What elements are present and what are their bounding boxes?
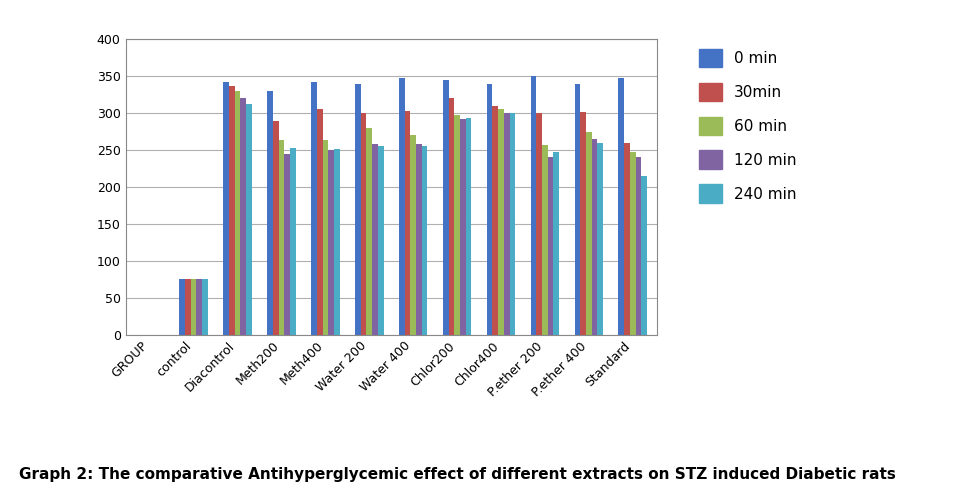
- Bar: [311, 82, 317, 335]
- Bar: [542, 145, 548, 335]
- Bar: [548, 157, 554, 335]
- Bar: [641, 176, 647, 335]
- Bar: [241, 98, 246, 335]
- Bar: [355, 84, 360, 335]
- Bar: [416, 144, 422, 335]
- Bar: [448, 98, 454, 335]
- Bar: [442, 80, 448, 335]
- Bar: [372, 144, 378, 335]
- Bar: [454, 115, 460, 335]
- Bar: [530, 76, 536, 335]
- Legend: 0 min, 30min, 60 min, 120 min, 240 min: 0 min, 30min, 60 min, 120 min, 240 min: [691, 41, 804, 211]
- Bar: [636, 157, 641, 335]
- Bar: [378, 147, 384, 335]
- Bar: [284, 154, 290, 335]
- Bar: [196, 279, 202, 335]
- Bar: [334, 149, 340, 335]
- Bar: [487, 84, 493, 335]
- Bar: [405, 111, 411, 335]
- Bar: [290, 148, 296, 335]
- Bar: [581, 112, 586, 335]
- Bar: [466, 118, 471, 335]
- Bar: [323, 141, 328, 335]
- Bar: [460, 119, 466, 335]
- Bar: [202, 279, 208, 335]
- Bar: [586, 131, 591, 335]
- Bar: [597, 143, 603, 335]
- Bar: [575, 84, 581, 335]
- Bar: [493, 106, 498, 335]
- Text: Graph 2: The comparative Antihyperglycemic effect of different extracts on STZ i: Graph 2: The comparative Antihyperglycem…: [19, 467, 896, 482]
- Bar: [591, 139, 597, 335]
- Bar: [278, 141, 284, 335]
- Bar: [498, 109, 504, 335]
- Bar: [190, 279, 196, 335]
- Bar: [185, 279, 191, 335]
- Bar: [536, 113, 542, 335]
- Bar: [411, 135, 416, 335]
- Bar: [554, 152, 559, 335]
- Bar: [246, 104, 252, 335]
- Bar: [229, 86, 235, 335]
- Bar: [510, 113, 515, 335]
- Bar: [223, 82, 229, 335]
- Bar: [366, 128, 372, 335]
- Bar: [360, 113, 366, 335]
- Bar: [268, 91, 272, 335]
- Bar: [504, 113, 510, 335]
- Bar: [328, 150, 334, 335]
- Bar: [618, 78, 624, 335]
- Bar: [630, 152, 636, 335]
- Bar: [399, 78, 405, 335]
- Bar: [235, 91, 241, 335]
- Bar: [273, 121, 278, 335]
- Bar: [624, 143, 630, 335]
- Bar: [180, 279, 185, 335]
- Bar: [422, 147, 427, 335]
- Bar: [317, 109, 323, 335]
